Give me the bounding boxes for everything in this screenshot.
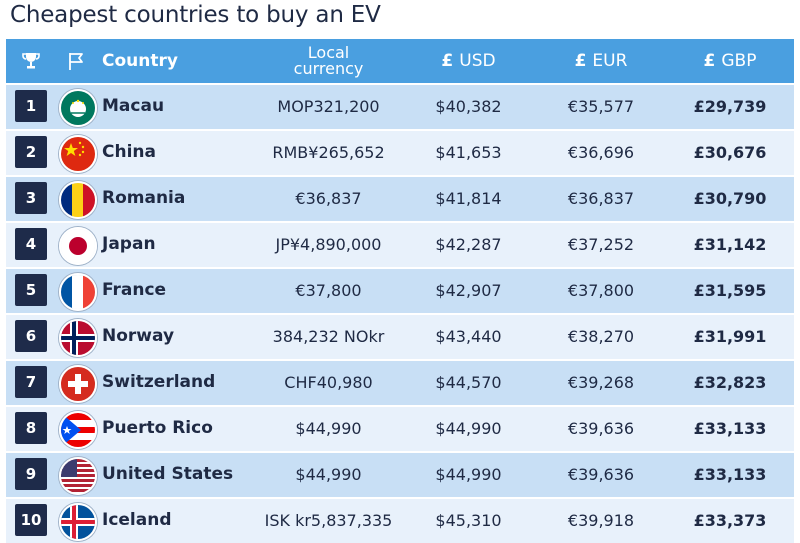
cell-usd: $41,814 [435, 188, 502, 208]
table-row: 7 Switzerland CHF40,980 $44,570 €39,268 £32,8… [6, 359, 794, 405]
cell-local-currency: 384,232 NOkr [272, 326, 385, 346]
cell-country: China [102, 142, 156, 162]
cell-gbp: £29,739 [693, 96, 767, 116]
cell-eur: €36,837 [567, 188, 635, 208]
table-row: 3 Romania €36,837 $41,814 €36,837 £30,790 [6, 175, 794, 221]
cell-country: Norway [102, 326, 175, 346]
cell-usd: $44,990 [435, 464, 502, 484]
header-eur-label: EUR [592, 51, 628, 71]
header-local-line1: Local [307, 43, 350, 62]
rank-badge: 8 [15, 412, 47, 444]
cell-eur: €39,268 [567, 372, 635, 392]
table-row: 4 Japan JP¥4,890,000 $42,287 €37,252 £31,142 [6, 221, 794, 267]
rank-badge: 9 [15, 458, 47, 490]
cell-usd: $42,287 [435, 234, 502, 254]
cell-eur: €39,918 [567, 510, 635, 530]
currency-symbol: £ [441, 51, 454, 71]
currency-symbol: £ [703, 51, 716, 71]
header-country: Country [102, 51, 178, 71]
cell-local-currency: €37,800 [295, 280, 362, 300]
table-row: 6 Norway 384,232 NOkr $43,440 €38,270 £31,991 [6, 313, 794, 359]
header-usd-label: USD [459, 51, 496, 71]
cell-local-currency: CHF40,980 [284, 372, 373, 392]
cell-usd: $41,653 [435, 142, 502, 162]
cell-eur: €35,577 [567, 96, 635, 116]
cell-country: United States [102, 464, 234, 484]
cell-gbp: £33,373 [693, 510, 767, 530]
iceland-flag-icon [59, 503, 97, 541]
macau-flag-icon [59, 89, 97, 127]
cell-local-currency: $44,990 [295, 418, 362, 438]
cell-gbp: £31,595 [693, 280, 767, 300]
rank-badge: 2 [15, 136, 47, 168]
china-flag-icon [59, 135, 97, 173]
table-header: Country Local currency £ USD £ EUR £ GBP [6, 39, 794, 83]
trophy-icon [12, 39, 50, 83]
table-row: 10 Iceland ISK kr5,837,335 $45,310 €39,918 £3… [6, 497, 794, 543]
header-local-line2: currency [293, 59, 364, 78]
cell-usd: $40,382 [435, 96, 502, 116]
table-row: 5 France €37,800 $42,907 €37,800 £31,595 [6, 267, 794, 313]
cell-usd: $45,310 [435, 510, 502, 530]
rank-badge: 1 [15, 90, 47, 122]
cell-gbp: £30,676 [693, 142, 767, 162]
table-row: 2 China RMB¥265,652 $41,653 €36,696 £30,676 [6, 129, 794, 175]
table-row: 1 Macau MOP321,200 $40,382 €35,577 £29,739 [6, 83, 794, 129]
japan-flag-icon [59, 227, 97, 265]
cell-usd: $43,440 [435, 326, 502, 346]
chart-title: Cheapest countries to buy an EV [10, 2, 381, 28]
france-flag-icon [59, 273, 97, 311]
rank-badge: 5 [15, 274, 47, 306]
rank-badge: 7 [15, 366, 47, 398]
cell-eur: €36,696 [567, 142, 635, 162]
puerto-rico-flag-icon [59, 411, 97, 449]
cell-local-currency: JP¥4,890,000 [275, 234, 382, 254]
cell-local-currency: ISK kr5,837,335 [264, 510, 393, 530]
cell-eur: €38,270 [567, 326, 635, 346]
cell-country: Romania [102, 188, 186, 208]
cell-country: Japan [102, 234, 156, 254]
flag-outline-icon [60, 39, 92, 83]
rank-badge: 6 [15, 320, 47, 352]
header-gbp: £ GBP [671, 39, 789, 83]
header-usd: £ USD [406, 39, 531, 83]
norway-flag-icon [59, 319, 97, 357]
cell-local-currency: RMB¥265,652 [272, 142, 385, 162]
cell-local-currency: €36,837 [295, 188, 362, 208]
currency-symbol: £ [574, 51, 587, 71]
ev-price-table: Country Local currency £ USD £ EUR £ GBP… [6, 39, 794, 543]
cell-gbp: £31,991 [693, 326, 767, 346]
cell-usd: $44,990 [435, 418, 502, 438]
cell-country: France [102, 280, 167, 300]
cell-gbp: £31,142 [693, 234, 767, 254]
cell-gbp: £33,133 [693, 418, 767, 438]
united-states-flag-icon [59, 457, 97, 495]
cell-country: Macau [102, 96, 165, 116]
cell-country: Switzerland [102, 372, 216, 392]
cell-country: Iceland [102, 510, 172, 530]
table-row: 9 United States $44,990 $44,990 €39,636 £33,1… [6, 451, 794, 497]
cell-local-currency: $44,990 [295, 464, 362, 484]
rank-badge: 4 [15, 228, 47, 260]
cell-gbp: £33,133 [693, 464, 767, 484]
cell-usd: $42,907 [435, 280, 502, 300]
cell-eur: €39,636 [567, 418, 635, 438]
cell-eur: €39,636 [567, 464, 635, 484]
table-row: 8 Puerto Rico $44,990 $44,990 €39,636 £33,133 [6, 405, 794, 451]
cell-gbp: £32,823 [693, 372, 767, 392]
cell-eur: €37,800 [567, 280, 635, 300]
cell-eur: €37,252 [567, 234, 635, 254]
rank-badge: 3 [15, 182, 47, 214]
switzerland-flag-icon [59, 365, 97, 403]
cell-local-currency: MOP321,200 [277, 96, 380, 116]
cell-usd: $44,570 [435, 372, 502, 392]
romania-flag-icon [59, 181, 97, 219]
cell-gbp: £30,790 [693, 188, 767, 208]
rank-badge: 10 [15, 504, 47, 536]
header-eur: £ EUR [536, 39, 666, 83]
header-gbp-label: GBP [721, 51, 757, 71]
cell-country: Puerto Rico [102, 418, 213, 438]
table-body: 1 Macau MOP321,200 $40,382 €35,577 £29,739 2 Ch… [6, 83, 794, 543]
header-local-currency: Local currency [261, 39, 396, 83]
